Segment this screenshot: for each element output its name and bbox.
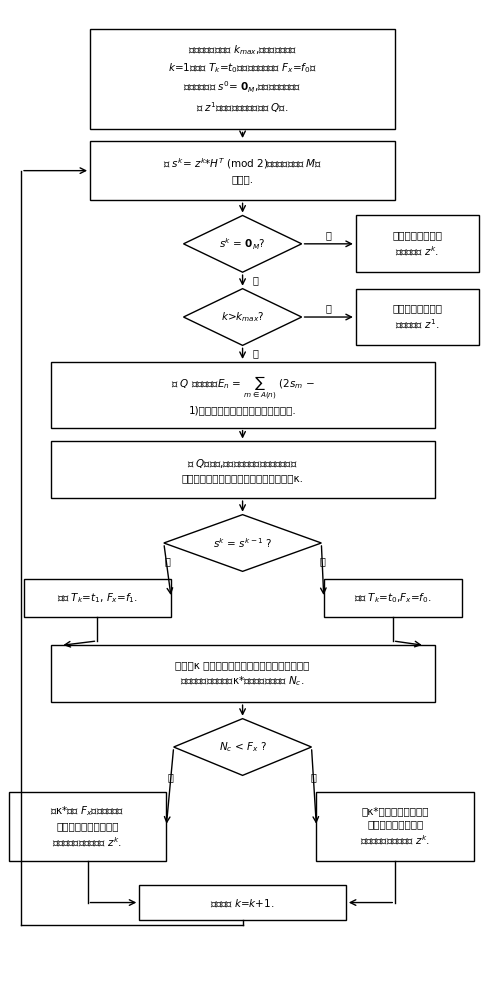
- Text: 是: 是: [326, 230, 332, 240]
- FancyBboxPatch shape: [50, 362, 435, 428]
- Text: 将κ*中前 $F_x$个比特位相应
位置比特元素进行位翻
转，得到新的码字序列 $z^k$.: 将κ*中前 $F_x$个比特位相应 位置比特元素进行位翻 转，得到新的码字序列 …: [50, 804, 125, 849]
- Text: 是: 是: [311, 773, 317, 783]
- Text: 迭代次数 $k$=$k$+1.: 迭代次数 $k$=$k$+1.: [210, 897, 275, 909]
- Text: 由 $s^k$= $z^k$*$H^T$ (mod 2)计算当前迭代的 $M$个
校验式.: 由 $s^k$= $z^k$*$H^T$ (mod 2)计算当前迭代的 $M$个…: [163, 157, 322, 185]
- Text: 调整 $T_k$=$t_1$, $F_x$=$f_1$.: 调整 $T_k$=$t_1$, $F_x$=$f_1$.: [57, 591, 138, 605]
- FancyBboxPatch shape: [139, 885, 346, 920]
- Text: 保持 $T_k$=$t_0$,$F_x$=$f_0$.: 保持 $T_k$=$t_0$,$F_x$=$f_0$.: [354, 591, 432, 605]
- Text: 否: 否: [252, 349, 258, 359]
- Text: 将集合κ 中，翻转权重大于等于门限值的比特位
降序排列得到新的集合κ*，集合元素个数为 $N_c$.: 将集合κ 中，翻转权重大于等于门限值的比特位 降序排列得到新的集合κ*，集合元素…: [175, 660, 310, 688]
- Text: 译码失败，输出初
始判决序列 $z^1$.: 译码失败，输出初 始判决序列 $z^1$.: [393, 303, 443, 331]
- Text: 否: 否: [167, 773, 173, 783]
- Text: $s^k$ = $\mathbf{0}_M$?: $s^k$ = $\mathbf{0}_M$?: [219, 236, 266, 252]
- Text: 译码成功，输出当
前码子序列 $z^k$.: 译码成功，输出当 前码子序列 $z^k$.: [393, 230, 443, 258]
- Text: 置最大迭代次数为 $k_{max}$,初始迭代次数为
$k$=1，门限 $T_k$=$t_0$，最大翻转比特数 $F_x$=$f_0$，
初始向量空间 $s^0: 置最大迭代次数为 $k_{max}$,初始迭代次数为 $k$=1，门限 $T_k…: [168, 43, 317, 115]
- Polygon shape: [174, 719, 311, 775]
- FancyBboxPatch shape: [50, 441, 435, 498]
- Text: $k$>$k_{max}$?: $k$>$k_{max}$?: [221, 310, 264, 324]
- Text: $N_c$ < $F_x$ ?: $N_c$ < $F_x$ ?: [219, 740, 266, 754]
- Text: 将κ*中所有比特位相应
位置比特元素进行翻
转，得到新的码字序列 $z^k$.: 将κ*中所有比特位相应 位置比特元素进行翻 转，得到新的码字序列 $z^k$.: [360, 806, 430, 847]
- Text: 否: 否: [320, 556, 326, 566]
- FancyBboxPatch shape: [316, 792, 474, 861]
- FancyBboxPatch shape: [24, 579, 171, 617]
- FancyBboxPatch shape: [90, 29, 395, 129]
- FancyBboxPatch shape: [324, 579, 462, 617]
- Text: 对 $Q$个分组,并行找出每个组内具有最大翻转
权重的一个比特位，构成候选翻转比特集κ.: 对 $Q$个分组,并行找出每个组内具有最大翻转 权重的一个比特位，构成候选翻转比…: [182, 457, 303, 483]
- Polygon shape: [164, 515, 321, 571]
- Text: $s^k$ = $s^{k-1}$ ?: $s^k$ = $s^{k-1}$ ?: [213, 536, 272, 550]
- FancyBboxPatch shape: [9, 792, 166, 861]
- Text: 是: 是: [326, 303, 332, 313]
- FancyBboxPatch shape: [90, 141, 395, 200]
- Text: 对 $Q$ 个分组，由$E_n$ = $\sum_{m\in A(n)}$ ($2s_m$ −
1)并行计算所有比特位的翻转权重值.: 对 $Q$ 个分组，由$E_n$ = $\sum_{m\in A(n)}$ ($…: [171, 375, 314, 415]
- Polygon shape: [184, 289, 301, 345]
- FancyBboxPatch shape: [356, 289, 479, 345]
- Text: 否: 否: [252, 275, 258, 285]
- FancyBboxPatch shape: [356, 215, 479, 272]
- FancyBboxPatch shape: [50, 645, 435, 702]
- Polygon shape: [184, 215, 301, 272]
- Text: 是: 是: [164, 556, 170, 566]
